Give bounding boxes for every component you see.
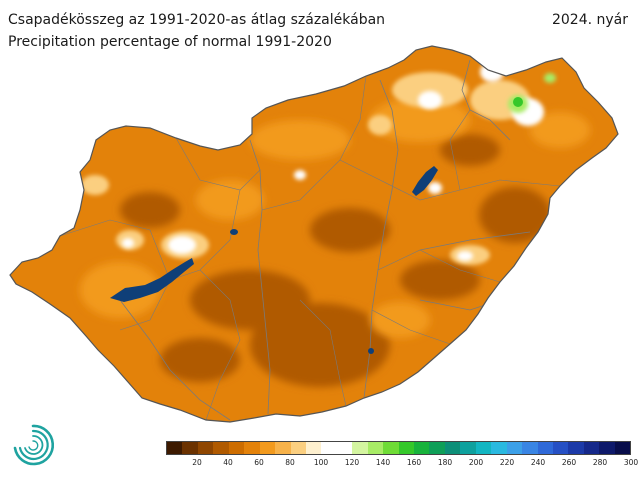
legend-swatch bbox=[275, 442, 291, 454]
lakes bbox=[110, 166, 438, 354]
county-borders bbox=[59, 75, 561, 421]
legend-tick-label: 100 bbox=[313, 458, 329, 467]
legend-swatch bbox=[244, 442, 260, 454]
legend-swatch bbox=[429, 442, 445, 454]
legend-tick-label: 280 bbox=[592, 458, 608, 467]
legend-swatch bbox=[290, 442, 306, 454]
legend-swatch bbox=[475, 442, 492, 454]
legend-swatch bbox=[367, 442, 384, 454]
omsz-spiral-logo-icon bbox=[13, 424, 55, 466]
legend-swatch bbox=[321, 442, 337, 454]
moderate-deficit-zones bbox=[80, 98, 590, 338]
legend-swatch bbox=[537, 442, 553, 454]
legend-swatch bbox=[259, 442, 276, 454]
lake-small bbox=[368, 348, 374, 354]
legend-tick-label: 140 bbox=[375, 458, 391, 467]
legend-swatch bbox=[213, 442, 229, 454]
legend-tick-label: 260 bbox=[561, 458, 577, 467]
legend-tick-label: 240 bbox=[530, 458, 546, 467]
legend-swatch bbox=[460, 442, 476, 454]
legend-tick-label: 200 bbox=[468, 458, 484, 467]
legend-tick-label: 220 bbox=[499, 458, 515, 467]
legend-tick-label: 20 bbox=[192, 458, 202, 467]
legend-tick-label: 80 bbox=[285, 458, 295, 467]
legend-swatch bbox=[167, 442, 183, 454]
legend-swatch bbox=[444, 442, 461, 454]
legend-tick-label: 300 bbox=[623, 458, 639, 467]
strong-deficit-zones bbox=[120, 134, 551, 387]
legend-tick-label: 160 bbox=[406, 458, 422, 467]
page-subtitle: Precipitation percentage of normal 1991-… bbox=[8, 34, 332, 50]
strong-surplus-zones bbox=[513, 97, 523, 107]
legend-tick-label: 120 bbox=[344, 458, 360, 467]
legend-swatch bbox=[506, 442, 523, 454]
legend-swatch bbox=[336, 442, 353, 454]
legend-swatch bbox=[305, 442, 322, 454]
period-label: 2024. nyár bbox=[551, 12, 628, 28]
legend-swatch bbox=[228, 442, 245, 454]
colorbar bbox=[166, 441, 631, 455]
legend-tick-label: 40 bbox=[223, 458, 233, 467]
legend-swatch bbox=[383, 442, 399, 454]
legend-swatch bbox=[614, 442, 631, 454]
legend-swatch bbox=[522, 442, 538, 454]
lake-velence bbox=[230, 229, 238, 235]
rivers bbox=[119, 59, 531, 421]
legend-tick-label: 180 bbox=[437, 458, 453, 467]
legend-swatch bbox=[197, 442, 214, 454]
lake-balaton bbox=[110, 258, 194, 302]
legend-swatch bbox=[414, 442, 430, 454]
legend-swatch bbox=[552, 442, 569, 454]
legend-swatch bbox=[568, 442, 584, 454]
legend-tick-label: 60 bbox=[254, 458, 264, 467]
legend-swatch bbox=[583, 442, 600, 454]
legend-swatch bbox=[352, 442, 368, 454]
page-title: Csapadékösszeg az 1991-2020-as átlag szá… bbox=[8, 12, 386, 28]
legend-swatch bbox=[182, 442, 198, 454]
lake-tisza bbox=[412, 166, 438, 196]
legend-swatch bbox=[491, 442, 507, 454]
colorbar-legend: 20 40 60 80 100 120 140 160 180 200 220 240 260 280 30… bbox=[166, 441, 638, 471]
legend-swatch bbox=[398, 442, 414, 454]
legend-swatch bbox=[599, 442, 615, 454]
